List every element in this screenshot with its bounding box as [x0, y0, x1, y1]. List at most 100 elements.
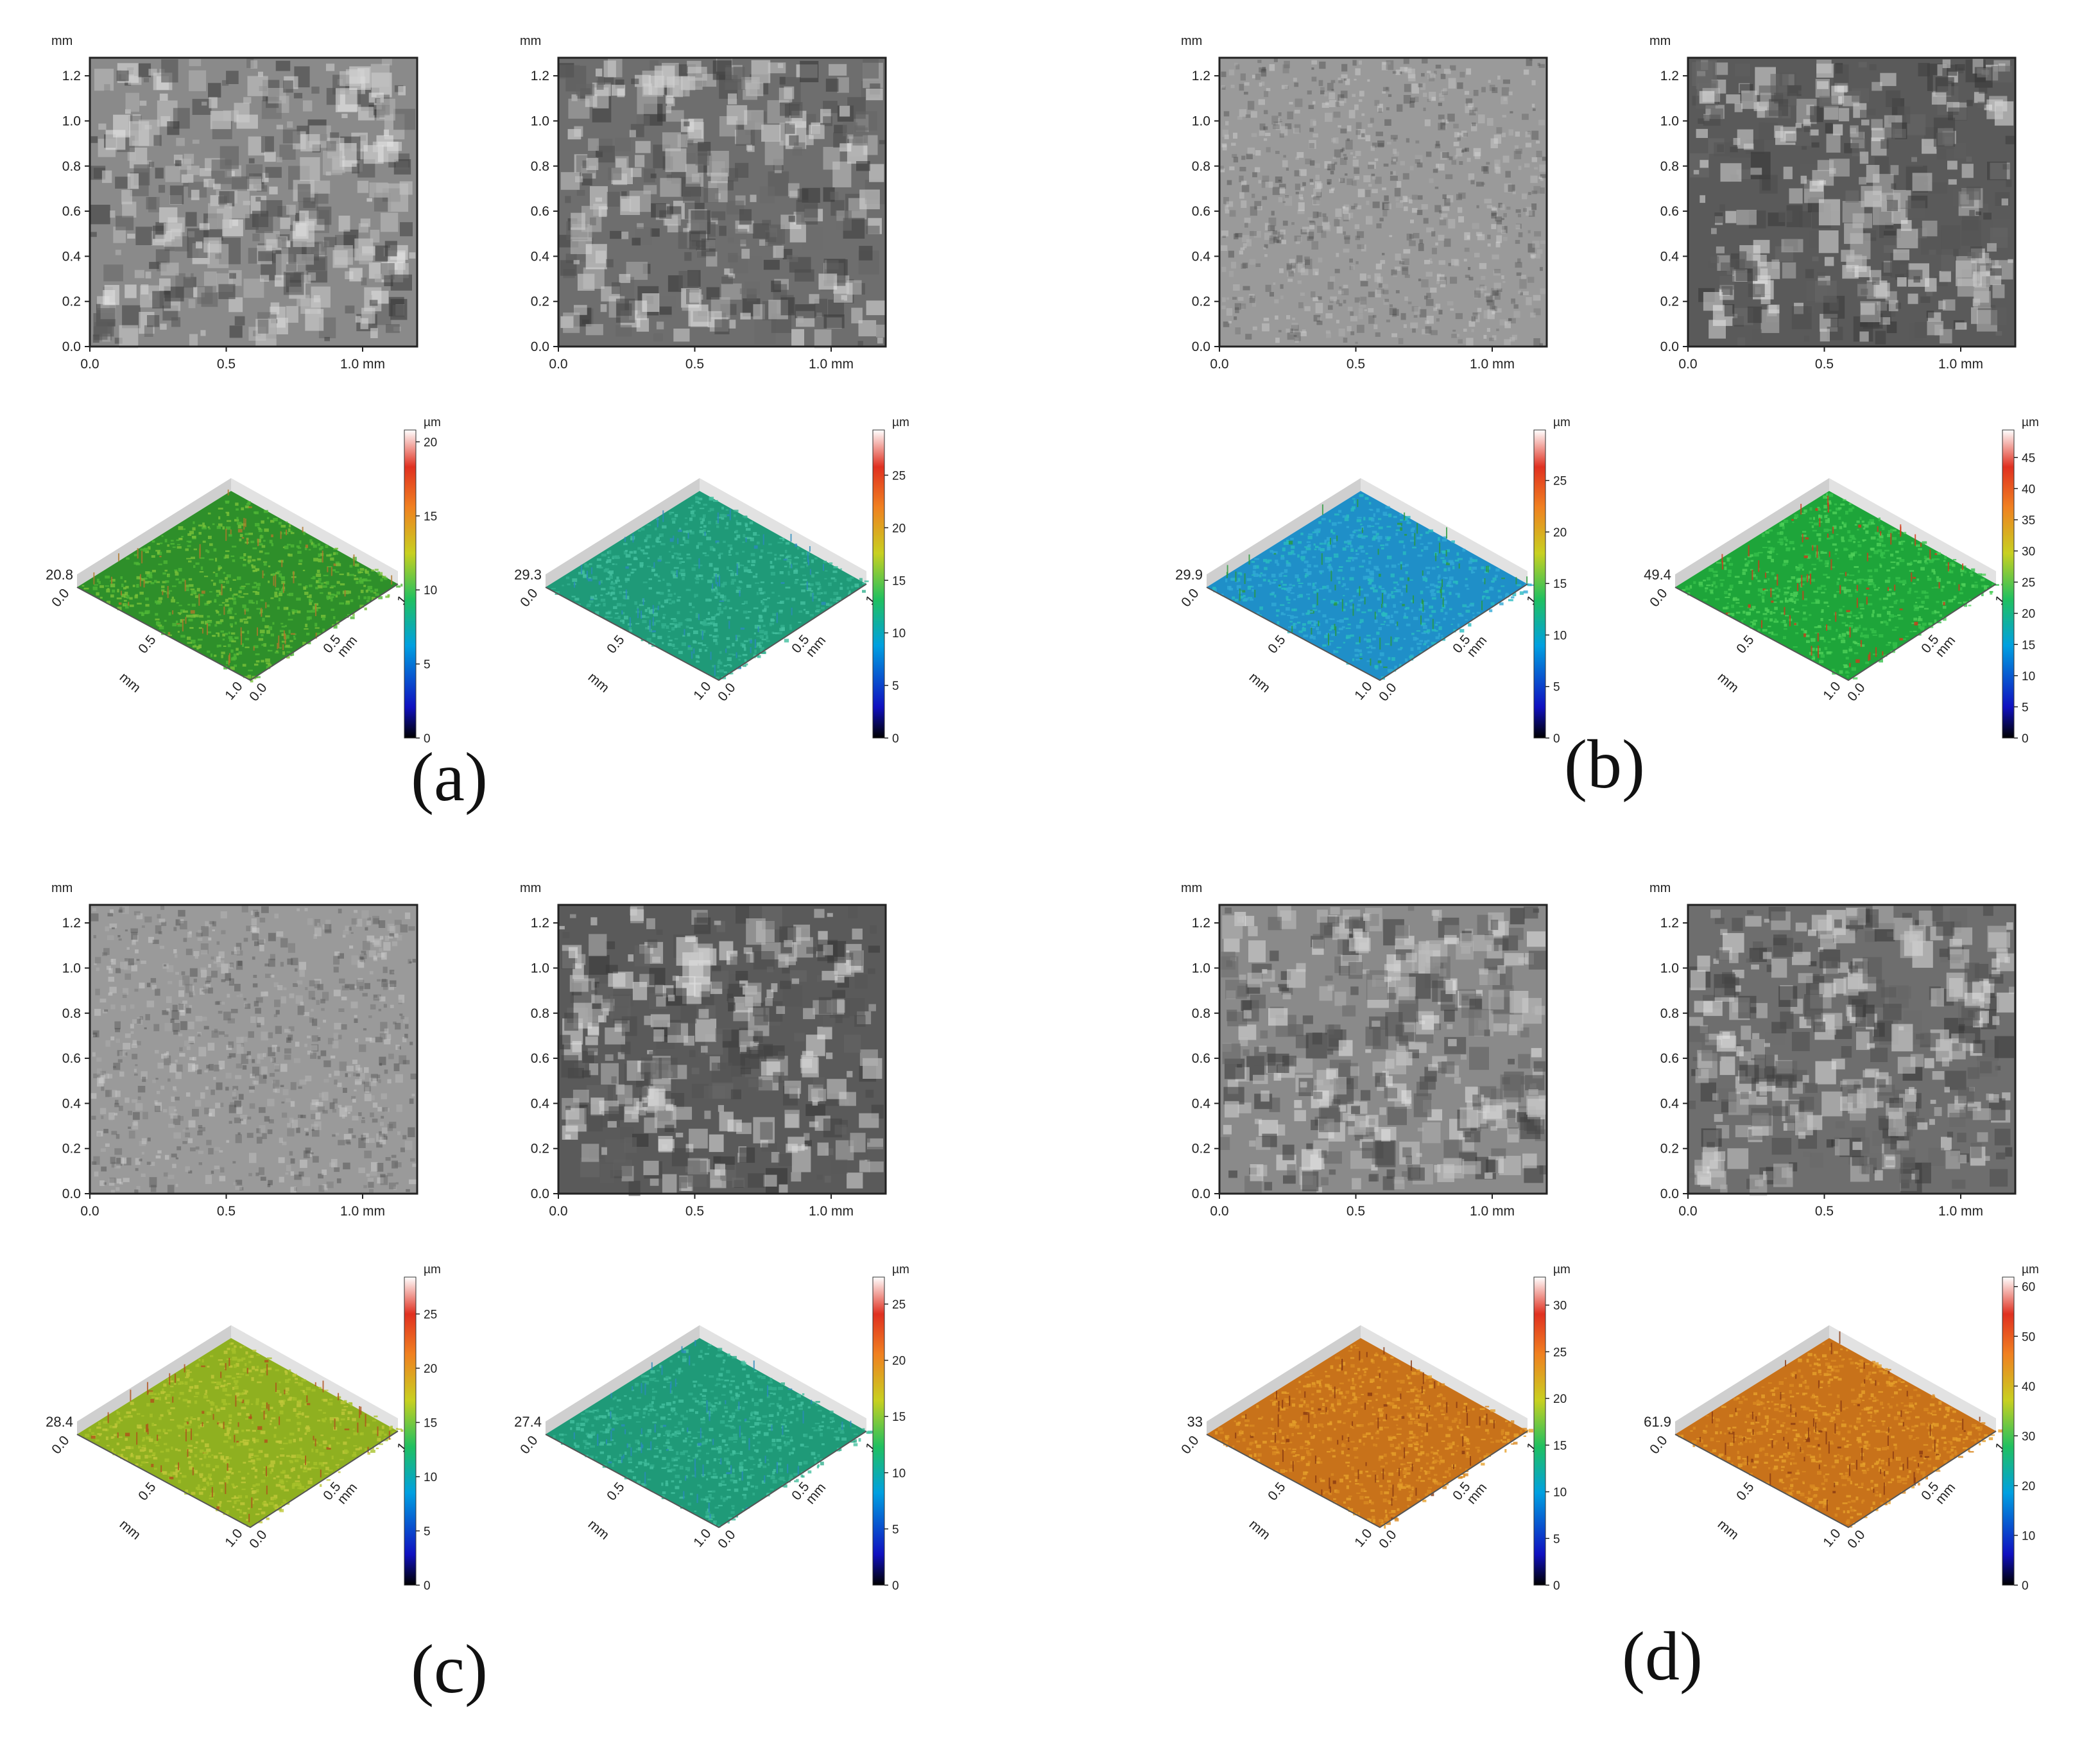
colorbar-tick-label: 0 [2022, 732, 2029, 746]
back-wall [1361, 478, 1528, 584]
y-tick-label: 0.8 [1192, 159, 1210, 174]
colorbar [1533, 1276, 1546, 1586]
y-tick-label: 0.8 [531, 1006, 549, 1021]
x-tick-label: 1.0 mm [1470, 1204, 1515, 1219]
y-tick-label: 1.0 [62, 114, 81, 128]
x-tick-label: 0.5 [604, 633, 627, 657]
x-tick-label: 0.0 [1210, 1204, 1228, 1219]
y-tick-label: 0.0 [1376, 680, 1399, 704]
y-tick-label: 0.0 [1845, 680, 1868, 704]
back-wall [700, 478, 866, 584]
x-tick-label: 0.0 [49, 1433, 72, 1457]
panel-label: (c) [411, 1631, 488, 1708]
colorbar [404, 1276, 417, 1586]
colorbar [2002, 1276, 2015, 1586]
y-tick-label: 0.0 [1660, 339, 1679, 354]
x-tick-label: 1.0 [222, 1526, 245, 1550]
surface-texture [1678, 1331, 2003, 1528]
x-tick-label: 0.0 [1678, 357, 1697, 372]
micrograph-plot: mm 0.0 0.2 0.4 0.6 0.8 1.0 1.2 0.0 0.5 1.0 mm [51, 881, 418, 1219]
colorbar-tick-label: 0 [424, 732, 431, 746]
colorbar-tick-label: 60 [2022, 1281, 2035, 1294]
y-tick-label: 1.0 [531, 961, 549, 975]
y-tick-label: 1.0 [1660, 961, 1679, 975]
x-tick-label: 0.5 [1265, 633, 1288, 657]
surface-texture [1215, 1344, 1534, 1529]
y-tick-label: 0.4 [531, 1096, 550, 1111]
colorbar-tick-label: 20 [1553, 526, 1567, 540]
micrograph-tile: mm 0.0 0.2 0.4 0.6 0.8 1.0 1.2 0.0 0.5 1.0 mm [481, 26, 924, 375]
surface-3d-plot: 49.40.00.51.0mm0.00.51.0mmµm051015202530… [1644, 416, 2039, 746]
colorbar-tick-label: 5 [892, 680, 899, 693]
colorbar [2002, 429, 2015, 739]
micrograph-texture [1219, 905, 1547, 1194]
x-axis-unit: mm [585, 1517, 612, 1543]
x-tick-label: 0.0 [49, 586, 72, 610]
y-tick-label: 0.6 [1660, 204, 1679, 219]
colorbar-tick-label: 10 [892, 1467, 906, 1481]
back-wall [1829, 478, 1996, 584]
back-wall [546, 1325, 700, 1434]
y-tick-label: 0.8 [1660, 159, 1679, 174]
colorbar-unit: µm [1553, 416, 1571, 429]
y-axis-unit: mm [1649, 881, 1671, 895]
y-tick-label: 0.2 [62, 295, 81, 309]
y-tick-label: 0.6 [62, 1051, 81, 1066]
back-wall [1207, 1325, 1361, 1434]
colorbar-unit: µm [2022, 416, 2039, 429]
x-tick-label: 0.5 [217, 357, 236, 372]
colorbar-tick-label: 15 [2022, 639, 2035, 652]
colorbar-tick-label: 10 [2022, 1529, 2035, 1543]
y-tick-label: 0.0 [1192, 1187, 1210, 1201]
colorbar-tick-label: 5 [2022, 701, 2029, 714]
y-tick-label: 1.0 [62, 961, 81, 975]
micrograph-texture [90, 58, 416, 348]
y-tick-label: 0.8 [531, 159, 549, 174]
colorbar [1533, 429, 1546, 739]
x-tick-label: 1.0 mm [809, 357, 854, 372]
colorbar-tick-label: 10 [1553, 629, 1567, 642]
panel-label: (b) [1564, 726, 1645, 803]
back-wall [1829, 1325, 1996, 1431]
micrograph-tile: mm 0.0 0.2 0.4 0.6 0.8 1.0 1.2 0.0 0.5 1.0 mm [1142, 873, 1585, 1223]
colorbar-tick-label: 25 [2022, 576, 2035, 590]
colorbar-tick-label: 5 [1553, 1533, 1560, 1546]
x-tick-label: 0.0 [1210, 357, 1228, 372]
micrograph-tile: mm 0.0 0.2 0.4 0.6 0.8 1.0 1.2 0.0 0.5 1.0 mm [1611, 26, 2054, 375]
x-tick-label: 0.5 [1265, 1480, 1288, 1504]
x-tick-label: 0.5 [1734, 1480, 1757, 1504]
x-tick-label: 1.0 [222, 679, 245, 703]
colorbar-tick-label: 20 [424, 436, 437, 449]
colorbar-tick-label: 0 [892, 732, 899, 746]
colorbar-tick-label: 40 [2022, 1380, 2035, 1394]
y-tick-label: 0.0 [62, 1187, 81, 1201]
y-tick-label: 0.0 [715, 1527, 738, 1551]
y-tick-label: 0.6 [531, 1051, 549, 1066]
x-tick-label: 0.0 [80, 357, 99, 372]
colorbar-tick-label: 20 [2022, 608, 2035, 621]
x-tick-label: 0.5 [217, 1204, 236, 1219]
colorbar-unit: µm [424, 416, 441, 429]
x-axis-unit: mm [117, 670, 144, 696]
micrograph-plot: mm 0.0 0.2 0.4 0.6 0.8 1.0 1.2 0.0 0.5 1.0 mm [51, 34, 418, 372]
micrograph-plot: mm 0.0 0.2 0.4 0.6 0.8 1.0 1.2 0.0 0.5 1.0 mm [1181, 34, 1548, 372]
y-tick-label: 0.2 [1660, 1142, 1679, 1156]
y-axis-unit: mm [1649, 34, 1671, 48]
y-tick-label: 1.2 [1660, 916, 1679, 931]
colorbar-tick-label: 20 [892, 522, 906, 535]
micrograph-texture [90, 905, 417, 1195]
y-tick-label: 0.0 [62, 339, 81, 354]
surface [1675, 491, 1996, 680]
colorbar-tick-label: 15 [1553, 1439, 1567, 1453]
surface-texture [551, 496, 869, 680]
colorbar-tick-label: 0 [1553, 732, 1560, 746]
y-tick-label: 1.2 [1660, 69, 1679, 83]
micrograph-tile: mm 0.0 0.2 0.4 0.6 0.8 1.0 1.2 0.0 0.5 1.0 mm [481, 873, 924, 1223]
micrograph-tile: mm 0.0 0.2 0.4 0.6 0.8 1.0 1.2 0.0 0.5 1.0 mm [1611, 873, 2054, 1223]
colorbar-tick-label: 40 [2022, 483, 2035, 496]
